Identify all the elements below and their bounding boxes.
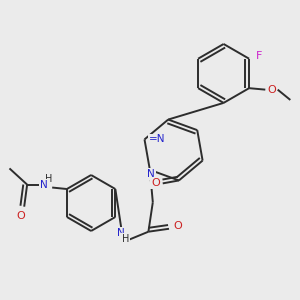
- Text: H: H: [45, 174, 52, 184]
- Text: O: O: [151, 178, 160, 188]
- Text: =N: =N: [149, 134, 165, 144]
- Text: N: N: [40, 180, 48, 190]
- Text: O: O: [173, 221, 182, 231]
- Text: O: O: [17, 211, 26, 220]
- Text: N: N: [148, 169, 155, 179]
- Text: H: H: [122, 234, 129, 244]
- Text: O: O: [267, 85, 276, 94]
- Text: F: F: [256, 51, 262, 61]
- Text: N: N: [117, 228, 124, 238]
